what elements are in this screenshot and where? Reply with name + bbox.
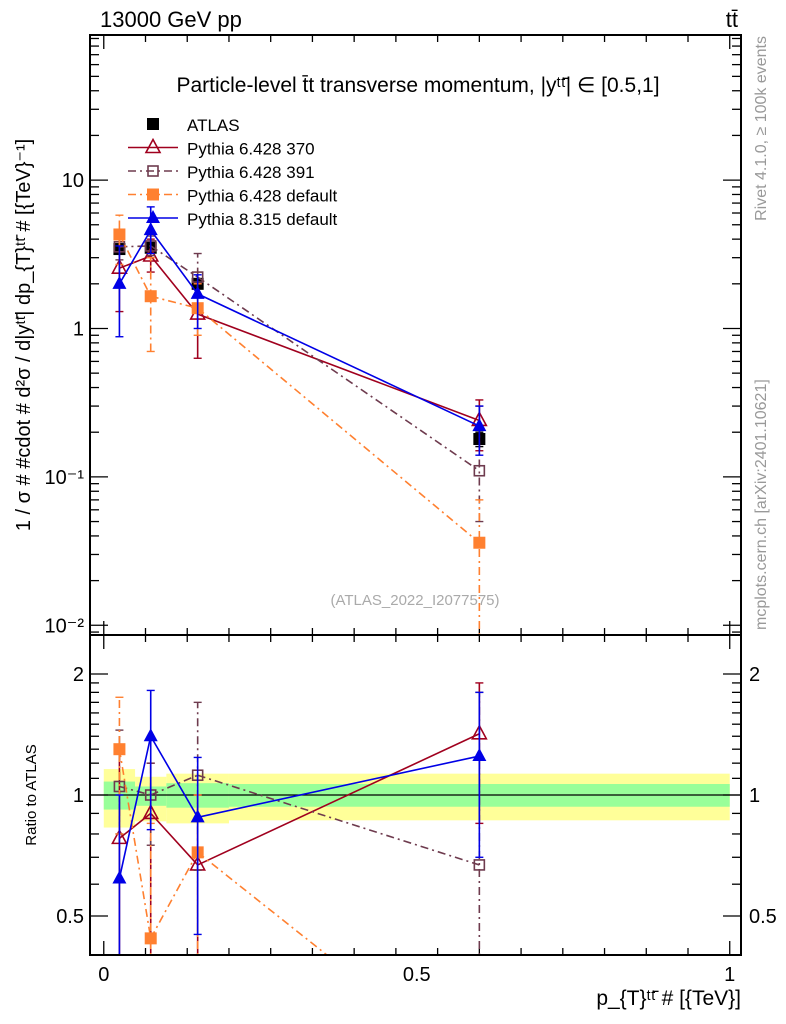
data-point	[190, 809, 205, 823]
legend-marker	[144, 137, 162, 154]
data-point	[113, 743, 126, 756]
legend: ATLAS Pythia 6.428 370 Pythia 6.428 391 Pyt…	[128, 116, 338, 229]
x-tick-label: 1	[724, 964, 735, 986]
legend-marker	[147, 118, 159, 130]
y-tick-label: 10	[62, 170, 84, 192]
energy-label: 13000 GeV pp	[100, 7, 242, 32]
plot-title: Particle-level t̄t transverse momentum, …	[176, 74, 659, 97]
data-point	[112, 870, 127, 884]
data-point	[113, 228, 126, 241]
tick-labels: 10 1 10⁻¹ 10⁻² 2 2 1 1 0.5 0.5 0 0.5 1	[45, 170, 777, 986]
y-tick-label: 10⁻¹	[45, 467, 85, 489]
ratio-y-tick-label-right: 2	[749, 664, 760, 686]
ratio-plot-frame	[89, 634, 742, 956]
data-point	[472, 748, 487, 762]
x-tick-label: 0.5	[403, 964, 431, 986]
series-line	[118, 733, 480, 866]
data-point	[190, 285, 205, 299]
data-point	[473, 536, 486, 549]
data-point	[143, 728, 158, 742]
process-label: tt̄	[726, 7, 738, 32]
rivet-label: Rivet 4.1.0, ≥ 100k events	[753, 36, 770, 221]
data-point	[144, 932, 157, 945]
ratio-plot-series	[111, 682, 488, 973]
x-axis-label: p_{T}ᵗᵗ̄ # [{TeV}]	[596, 987, 741, 1010]
data-point	[473, 859, 486, 871]
series-line	[118, 735, 480, 879]
legend-label: Pythia 6.428 391	[187, 163, 315, 182]
ratio-y-tick-label-right: 0.5	[749, 906, 777, 928]
ratio-y-tick-label-right: 1	[749, 785, 760, 807]
data-point	[112, 275, 127, 289]
x-tick-label: 0	[98, 964, 109, 986]
data-point	[143, 222, 158, 236]
ratio-y-tick-label: 1	[73, 785, 84, 807]
data-point	[473, 961, 485, 973]
analysis-annotation: (ATLAS_2022_I2077575)	[330, 592, 499, 609]
legend-label: Pythia 8.315 default	[187, 210, 338, 229]
y-tick-label: 10⁻²	[45, 615, 85, 637]
series-line	[118, 749, 329, 955]
data-point	[472, 418, 487, 432]
legend-label: ATLAS	[187, 116, 240, 135]
axis-ticks	[90, 35, 741, 956]
legend-marker	[147, 188, 159, 201]
series-line	[119, 255, 480, 422]
main-plot-series	[111, 206, 488, 635]
series-line	[119, 245, 480, 472]
legend-label: Pythia 6.428 370	[187, 140, 315, 159]
series-line	[118, 234, 480, 544]
mcplots-label: mcplots.cern.ch [arXiv:2401.10621]	[753, 379, 770, 630]
series-line	[118, 229, 480, 427]
data-point	[473, 464, 486, 477]
ratio-y-tick-label: 2	[73, 664, 84, 686]
legend-label: Pythia 6.428 default	[187, 187, 338, 206]
y-axis-label-ratio: Ratio to ATLAS	[23, 744, 40, 845]
legend-marker	[147, 165, 159, 177]
y-axis-label-main: 1 / σ # #cdot # d²σ / d|yᵗᵗ̄| dp_{T}ᵗᵗ̄ …	[13, 139, 35, 531]
ratio-uncertainty-bands	[90, 769, 741, 828]
data-point	[144, 290, 157, 303]
legend-marker	[146, 210, 160, 223]
ratio-y-tick-label: 0.5	[56, 906, 84, 928]
y-tick-label: 1	[73, 318, 84, 340]
